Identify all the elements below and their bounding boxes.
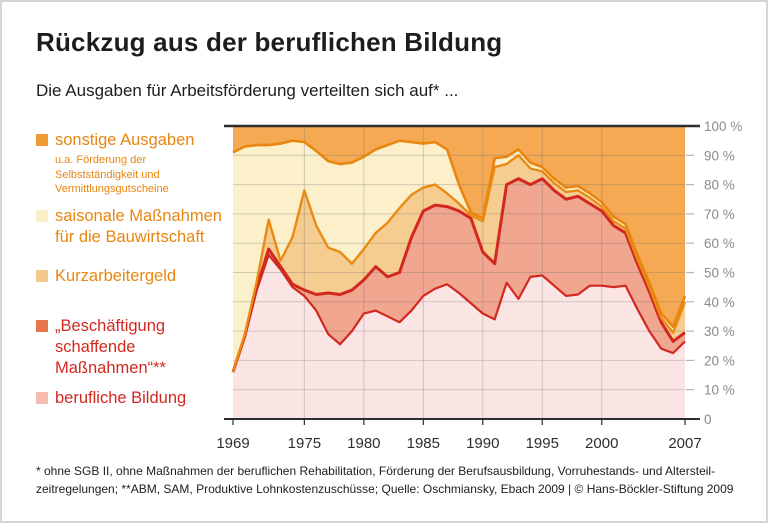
footnote: * ohne SGB II, ohne Maßnahmen der berufl… (36, 464, 734, 496)
legend-item-sonstige-ausgaben: sonstige Ausgaben (36, 130, 194, 151)
gridlines (233, 126, 685, 419)
boundary-lines (231, 139, 687, 373)
x-axis-tick-label: 1990 (466, 435, 499, 452)
x-axis-tick-label: 1985 (407, 435, 440, 452)
y-axis-tick-label: 50 % (704, 266, 735, 281)
page-title: Rückzug aus der beruflichen Bildung (36, 27, 503, 57)
legend-item-label: saisonale Maßnahmen für die Bauwirtschaf… (55, 207, 222, 246)
y-axis-tick-label: 0 (704, 412, 712, 427)
line-saisonale-massnahmen (232, 139, 687, 329)
legend-swatch-sonstige-ausgaben (36, 134, 48, 146)
legend-swatch-berufliche-bildung (36, 392, 48, 404)
y-axis-tick-label: 30 % (704, 324, 735, 339)
area-beschaeftigung-schaffende-massnahmen (233, 178, 685, 373)
legend: sonstige Ausgaben u.a. Förderung der Sel… (36, 2, 241, 432)
subtitle: Die Ausgaben für Arbeitsförderung vertei… (36, 81, 459, 100)
legend-item-saisonale-massnahmen: saisonale Maßnahmen für die Bauwirtschaf… (36, 206, 222, 248)
legend-item-label: „Beschäftigung schaffende Maßnahmen“** (55, 317, 166, 377)
area-saisonale-massnahmen (233, 140, 685, 373)
y-axis-tick-label: 100 % (704, 119, 742, 134)
legend-item-label: sonstige Ausgaben (55, 131, 195, 149)
legend-swatch-beschaeftigung-schaffende-massnahmen (36, 320, 48, 332)
line-berufliche-bildung (231, 253, 686, 373)
x-axis-tick-label: 1995 (526, 435, 559, 452)
x-axis-tick-label: 2000 (585, 435, 618, 452)
legend-item-berufliche-bildung: berufliche Bildung (36, 388, 186, 409)
y-axis-tick-label: 40 % (704, 295, 735, 310)
area-sonstige-ausgaben (233, 126, 685, 327)
y-axis-tick-label: 10 % (704, 383, 735, 398)
area-kurzarbeitergeld (233, 155, 685, 373)
legend-swatch-kurzarbeitergeld (36, 270, 48, 282)
legend-swatch-saisonale-massnahmen (36, 210, 48, 222)
y-axis-tick-label: 60 % (704, 236, 735, 251)
y-axis-tick-label: 20 % (704, 353, 735, 368)
x-axis-tick-label: 1975 (288, 435, 321, 452)
axis-labels: 100 % 90 % 80 % 70 % 60 % 50 % 40 % 30 % 20 % 10 … (216, 119, 742, 452)
y-axis-tick-label: 90 % (704, 148, 735, 163)
legend-item-label: berufliche Bildung (55, 389, 187, 407)
y-axis-tick-label: 70 % (704, 207, 735, 222)
x-axis-tick-label: 1980 (347, 435, 380, 452)
x-axis-tick-label: 1969 (216, 435, 249, 452)
legend-item-note: u.a. Förderung der Selbstständigkeit und… (55, 154, 169, 195)
axes (224, 124, 700, 425)
legend-item-kurzarbeitergeld: Kurzarbeitergeld (36, 266, 176, 287)
legend-item-beschaeftigung-schaffende-massnahmen: „Beschäftigung schaffende Maßnahmen“** (36, 316, 166, 379)
x-axis-tick-label: 2007 (668, 435, 701, 452)
line-beschaeftigung-schaffende-massnahmen (231, 177, 686, 373)
y-axis-tick-label: 80 % (704, 178, 735, 193)
line-kurzarbeitergeld (231, 154, 687, 373)
legend-item-label: Kurzarbeitergeld (55, 267, 177, 285)
